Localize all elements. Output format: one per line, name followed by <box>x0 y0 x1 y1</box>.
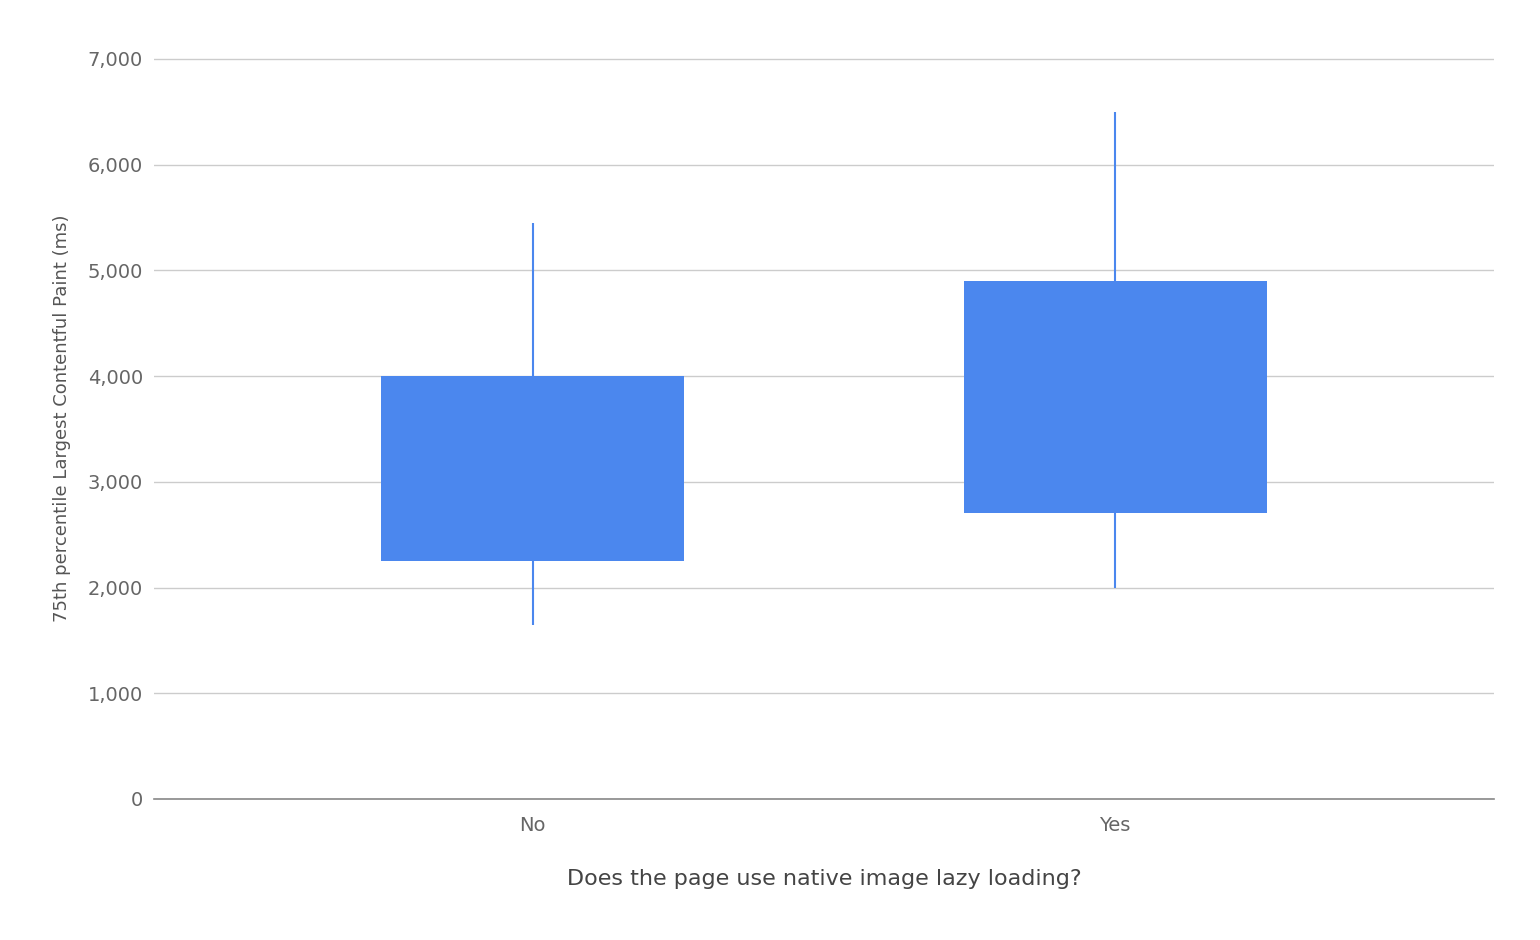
X-axis label: Does the page use native image lazy loading?: Does the page use native image lazy load… <box>567 870 1081 889</box>
Y-axis label: 75th percentile Largest Contentful Paint (ms): 75th percentile Largest Contentful Paint… <box>52 214 71 622</box>
Bar <box>382 376 684 561</box>
Bar <box>964 281 1266 513</box>
